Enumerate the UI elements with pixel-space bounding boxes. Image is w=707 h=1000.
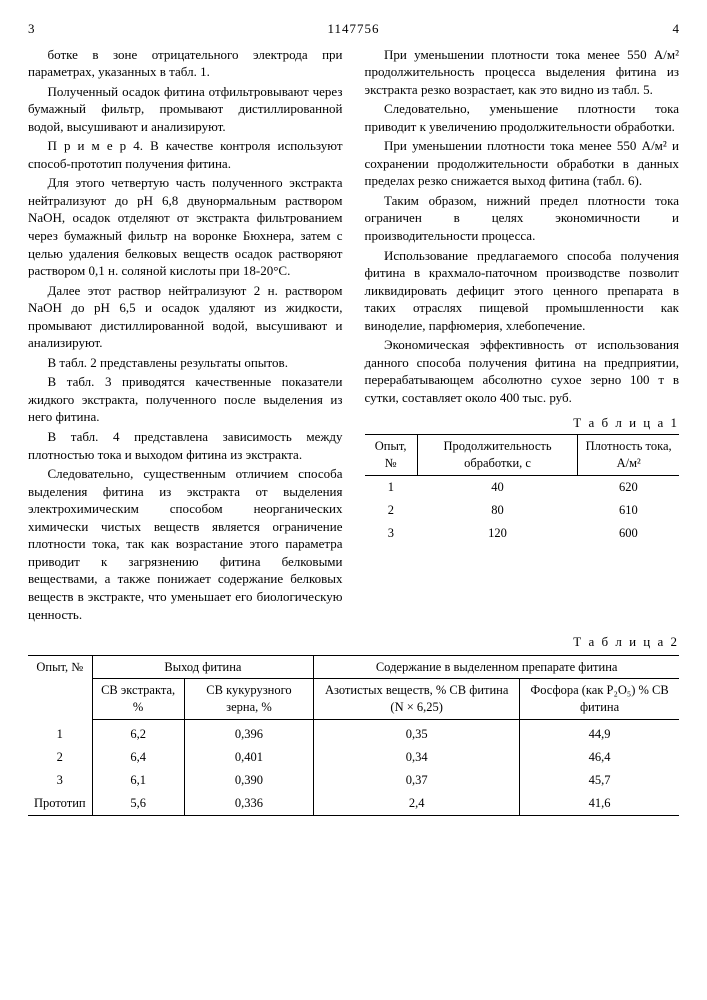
cell: 3 xyxy=(28,769,92,792)
table-header: СВ кукурузного зерна, % xyxy=(184,679,314,720)
cell: 2,4 xyxy=(314,792,520,815)
table-row: 1 6,2 0,396 0,35 44,9 xyxy=(28,720,679,746)
table-header: Фосфора (как P₂O₅) % СВ фитина xyxy=(520,679,679,720)
cell: 620 xyxy=(578,475,679,498)
table-1-label: Т а б л и ц а 1 xyxy=(365,414,680,432)
table-row: 3 6,1 0,390 0,37 45,7 xyxy=(28,769,679,792)
table-header: Опыт, № xyxy=(28,655,92,720)
cell: 1 xyxy=(365,475,418,498)
cell: 44,9 xyxy=(520,720,679,746)
paragraph: П р и м е р 4. В качестве контроля испол… xyxy=(28,137,343,172)
cell: 0,35 xyxy=(314,720,520,746)
table-2-label: Т а б л и ц а 2 xyxy=(28,633,679,651)
text-columns: ботке в зоне отрицательного электрода пр… xyxy=(28,46,679,626)
table-header-group: Выход фитина xyxy=(92,655,314,679)
table-header: Продолжительность обработки, с xyxy=(417,435,578,476)
paragraph: В табл. 4 представлена зависимость между… xyxy=(28,428,343,463)
cell: 6,4 xyxy=(92,746,184,769)
cell: 3 xyxy=(365,522,418,545)
cell: Прототип xyxy=(28,792,92,815)
paragraph: Использование предлагаемого способа полу… xyxy=(365,247,680,335)
cell: 0,336 xyxy=(184,792,314,815)
cell: 45,7 xyxy=(520,769,679,792)
paragraph: Для этого четвертую часть полученного эк… xyxy=(28,174,343,279)
paragraph: Следовательно, уменьшение плотности тока… xyxy=(365,100,680,135)
table-2: Опыт, № Выход фитина Содержание в выделе… xyxy=(28,655,679,816)
paragraph: ботке в зоне отрицательного электрода пр… xyxy=(28,46,343,81)
table-row: 2 80 610 xyxy=(365,499,680,522)
page-number-right: 4 xyxy=(673,20,680,38)
cell: 40 xyxy=(417,475,578,498)
paragraph: Экономическая эффективность от использов… xyxy=(365,336,680,406)
table-header: Азотистых веществ, % СВ фитина (N × 6,25… xyxy=(314,679,520,720)
cell: 0,401 xyxy=(184,746,314,769)
cell: 2 xyxy=(365,499,418,522)
cell: 120 xyxy=(417,522,578,545)
cell: 41,6 xyxy=(520,792,679,815)
cell: 6,1 xyxy=(92,769,184,792)
cell: 1 xyxy=(28,720,92,746)
cell: 0,390 xyxy=(184,769,314,792)
cell: 0,396 xyxy=(184,720,314,746)
right-column: При уменьшении плотности тока менее 550 … xyxy=(365,46,680,626)
cell: 2 xyxy=(28,746,92,769)
paragraph: Следовательно, существенным отличием спо… xyxy=(28,465,343,623)
cell: 600 xyxy=(578,522,679,545)
table-header: Плотность тока, А/м² xyxy=(578,435,679,476)
left-column: ботке в зоне отрицательного электрода пр… xyxy=(28,46,343,626)
cell: 6,2 xyxy=(92,720,184,746)
cell: 0,37 xyxy=(314,769,520,792)
table-row: 2 6,4 0,401 0,34 46,4 xyxy=(28,746,679,769)
cell: 5,6 xyxy=(92,792,184,815)
paragraph: При уменьшении плотности тока менее 550 … xyxy=(365,137,680,190)
table-1: Опыт, № Продолжительность обработки, с П… xyxy=(365,434,680,544)
cell: 0,34 xyxy=(314,746,520,769)
document-number: 1147756 xyxy=(35,20,673,38)
cell: 46,4 xyxy=(520,746,679,769)
table-header: СВ экстракта, % xyxy=(92,679,184,720)
paragraph: Таким образом, нижний предел плотности т… xyxy=(365,192,680,245)
table-header-group: Содержание в выделенном препарате фитина xyxy=(314,655,679,679)
cell: 610 xyxy=(578,499,679,522)
paragraph: При уменьшении плотности тока менее 550 … xyxy=(365,46,680,99)
table-row: 3 120 600 xyxy=(365,522,680,545)
paragraph: Полученный осадок фитина отфильтровывают… xyxy=(28,83,343,136)
cell: 80 xyxy=(417,499,578,522)
table-header: Опыт, № xyxy=(365,435,418,476)
paragraph: В табл. 2 представлены результаты опытов… xyxy=(28,354,343,372)
paragraph: В табл. 3 приводятся качественные показа… xyxy=(28,373,343,426)
paragraph: Далее этот раствор нейтрализуют 2 н. рас… xyxy=(28,282,343,352)
page-header: 3 1147756 4 xyxy=(28,20,679,38)
table-row: Прототип 5,6 0,336 2,4 41,6 xyxy=(28,792,679,815)
table-row: 1 40 620 xyxy=(365,475,680,498)
